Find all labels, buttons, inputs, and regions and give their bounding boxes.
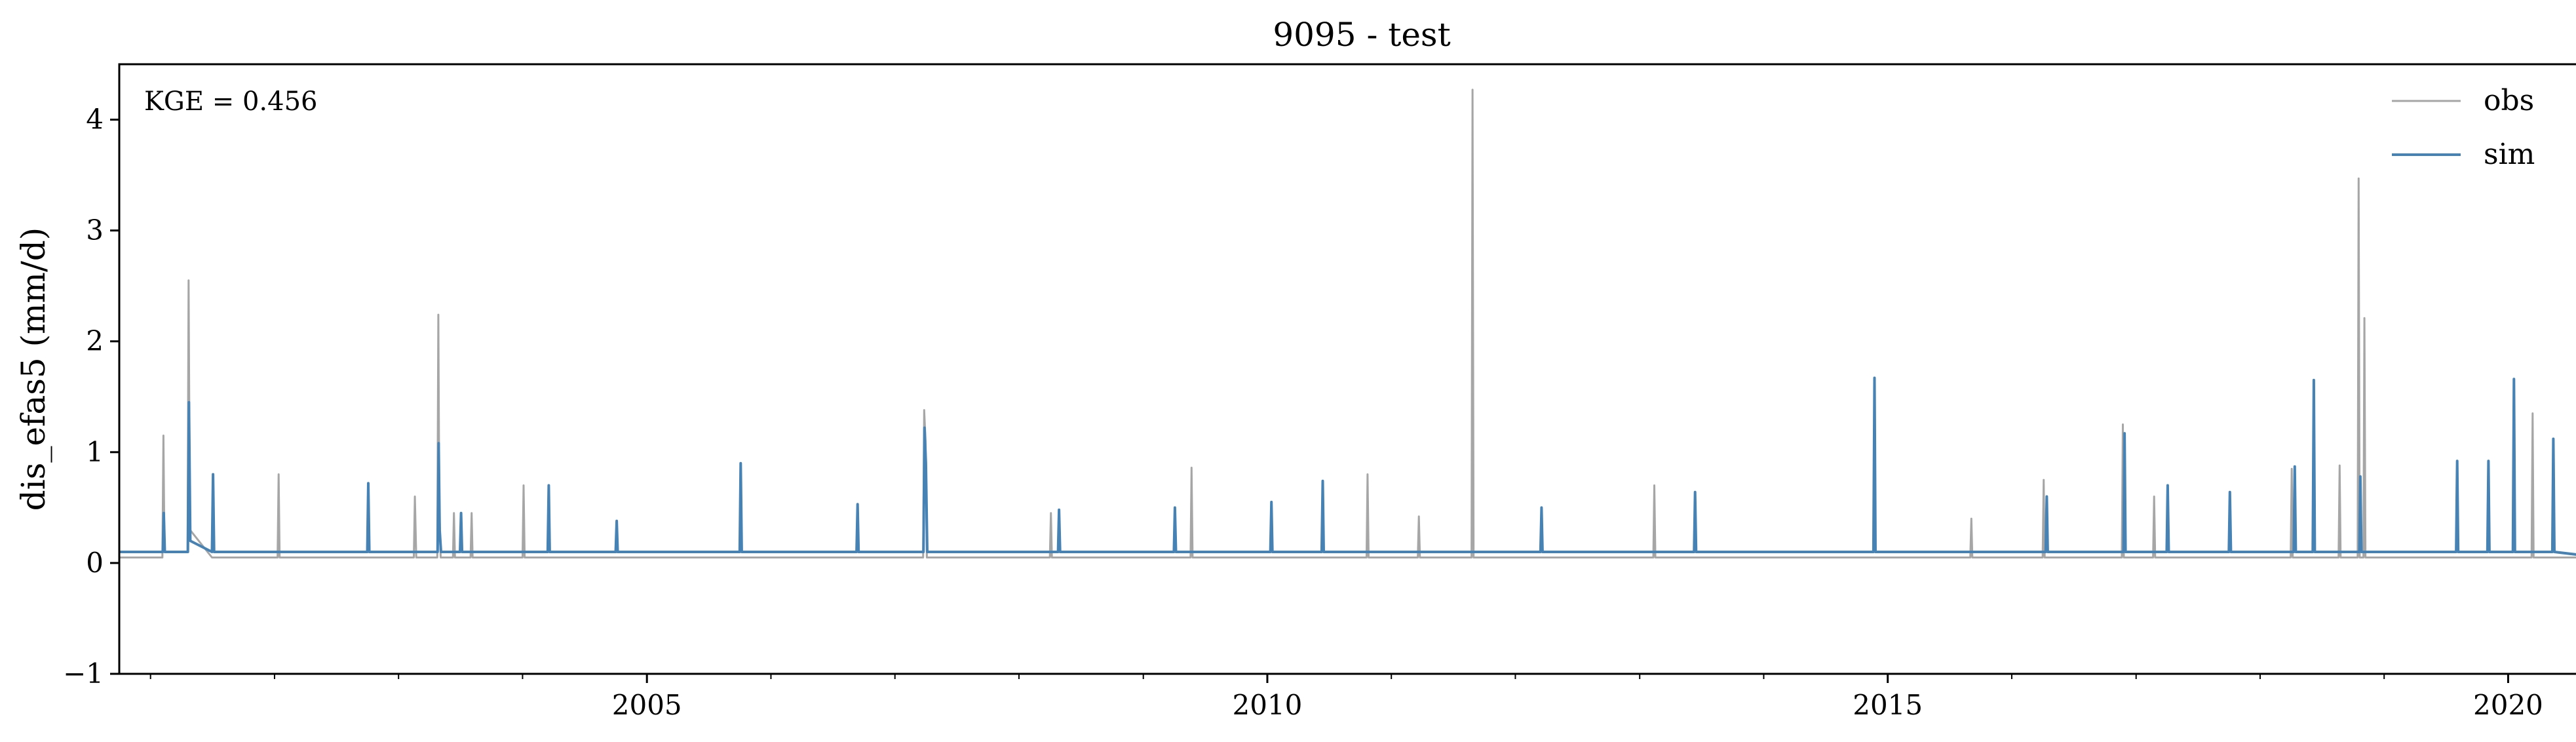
kge-annotation: KGE = 0.456 — [144, 87, 318, 117]
y-tick-label: 0 — [86, 547, 104, 579]
chart-title: 9095 - test — [1273, 16, 1450, 54]
x-tick-label: 2010 — [1233, 689, 1303, 721]
y-tick-label: 1 — [86, 436, 104, 468]
series-layer — [119, 88, 2576, 558]
legend-label-sim: sim — [2484, 138, 2535, 171]
y-tick-label: 3 — [86, 214, 104, 246]
legend: obs sim — [2392, 84, 2535, 171]
plot-frame — [118, 63, 2576, 675]
y-axis: −1 0 1 2 3 4 — [63, 104, 119, 690]
legend-label-obs: obs — [2484, 84, 2534, 117]
x-tick-label: 2005 — [612, 689, 682, 721]
series-line-sim — [119, 376, 2576, 556]
x-tick-label: 2015 — [1853, 689, 1923, 721]
y-tick-label: 4 — [86, 104, 104, 136]
y-tick-label: 2 — [86, 325, 104, 357]
x-tick-label: 2020 — [2473, 689, 2543, 721]
y-axis-label: dis_efas5 (mm/d) — [14, 227, 52, 511]
x-axis: 2005 2010 2015 2020 — [149, 674, 2543, 721]
y-tick-label: −1 — [63, 657, 104, 690]
series-line-obs — [119, 88, 2576, 558]
